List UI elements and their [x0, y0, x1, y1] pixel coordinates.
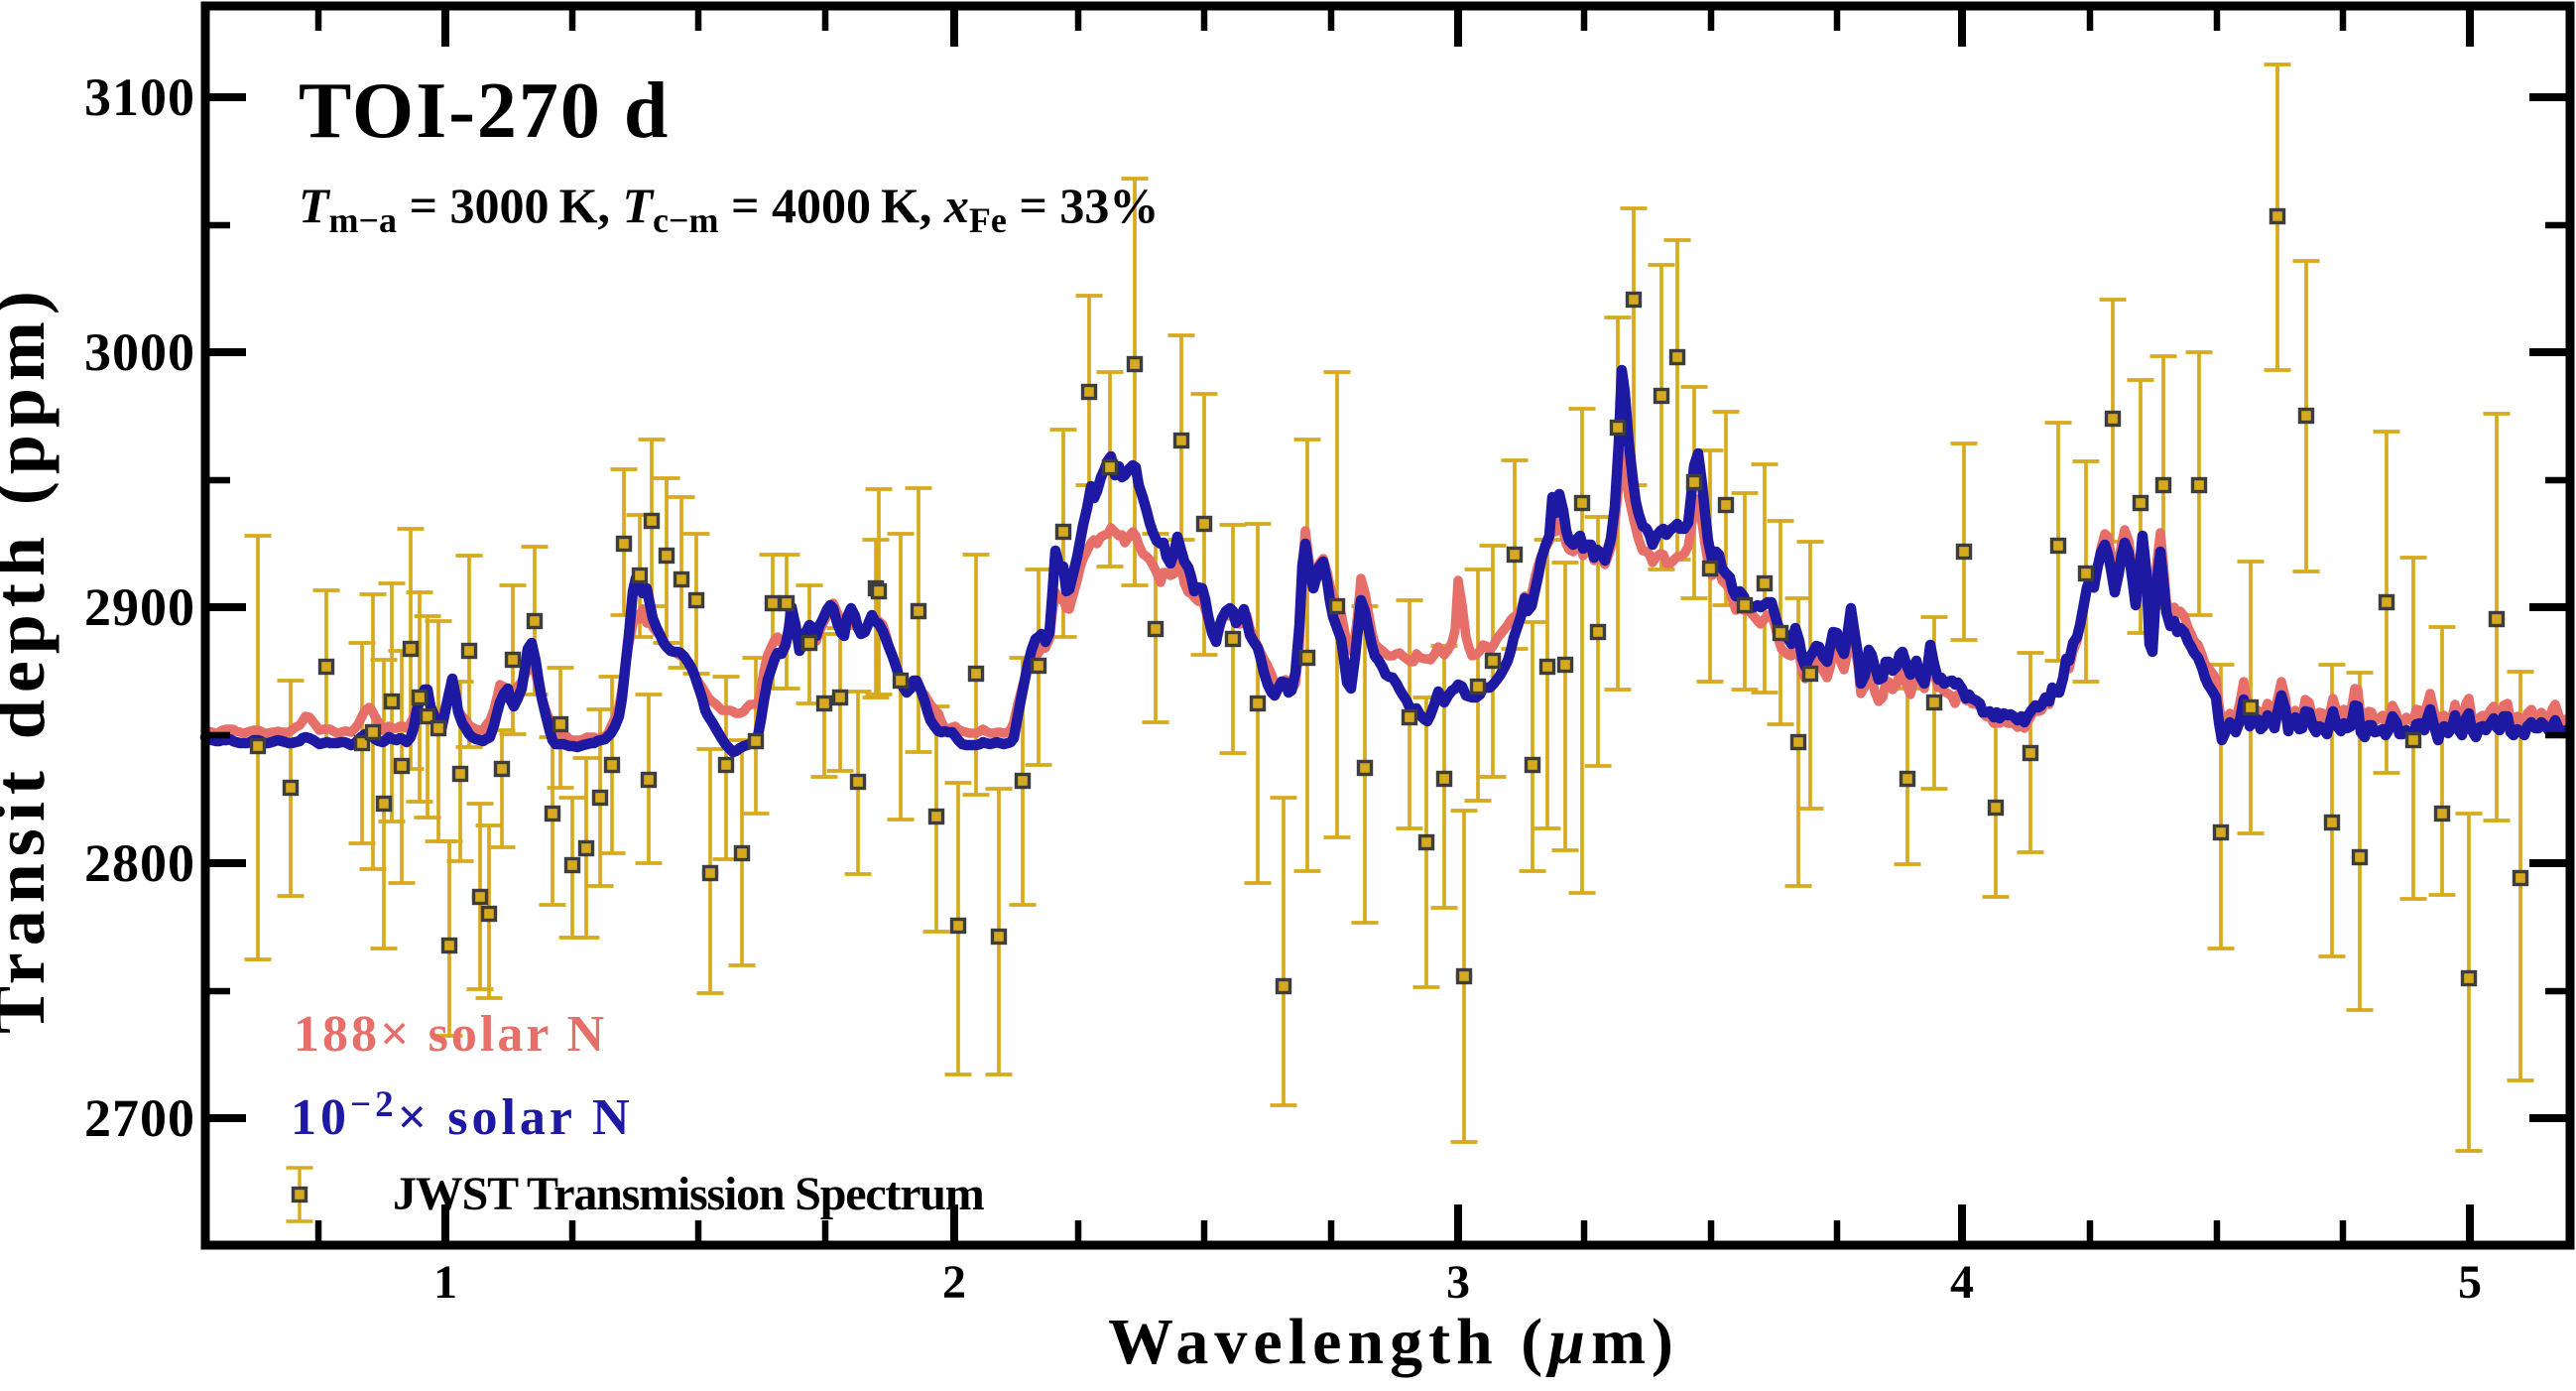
- svg-text:Wavelength (μm): Wavelength (μm): [1108, 1306, 1679, 1378]
- svg-text:TOI-270 d: TOI-270 d: [299, 67, 670, 155]
- svg-text:JWST Transmission Spectrum: JWST Transmission Spectrum: [393, 1168, 985, 1220]
- svg-text:1: 1: [433, 1256, 457, 1309]
- svg-text:3000: 3000: [84, 322, 195, 382]
- svg-text:3: 3: [1446, 1256, 1470, 1309]
- svg-text:2800: 2800: [84, 833, 195, 893]
- svg-text:4: 4: [1950, 1256, 1974, 1309]
- svg-text:2700: 2700: [84, 1088, 195, 1148]
- svg-text:Tm−a = 3000 K, Tc−m = 4000 K,: Tm−a = 3000 K, Tc−m = 4000 K, xFe = 33%: [299, 178, 1159, 240]
- svg-text:2: 2: [942, 1256, 966, 1309]
- svg-text:3100: 3100: [84, 67, 195, 127]
- svg-text:188× solar N: 188× solar N: [294, 1006, 607, 1063]
- svg-text:2900: 2900: [84, 577, 195, 637]
- svg-text:Transit depth (ppm): Transit depth (ppm): [0, 284, 60, 1034]
- svg-text:10−2× solar N: 10−2× solar N: [291, 1084, 634, 1146]
- svg-text:5: 5: [2458, 1256, 2482, 1309]
